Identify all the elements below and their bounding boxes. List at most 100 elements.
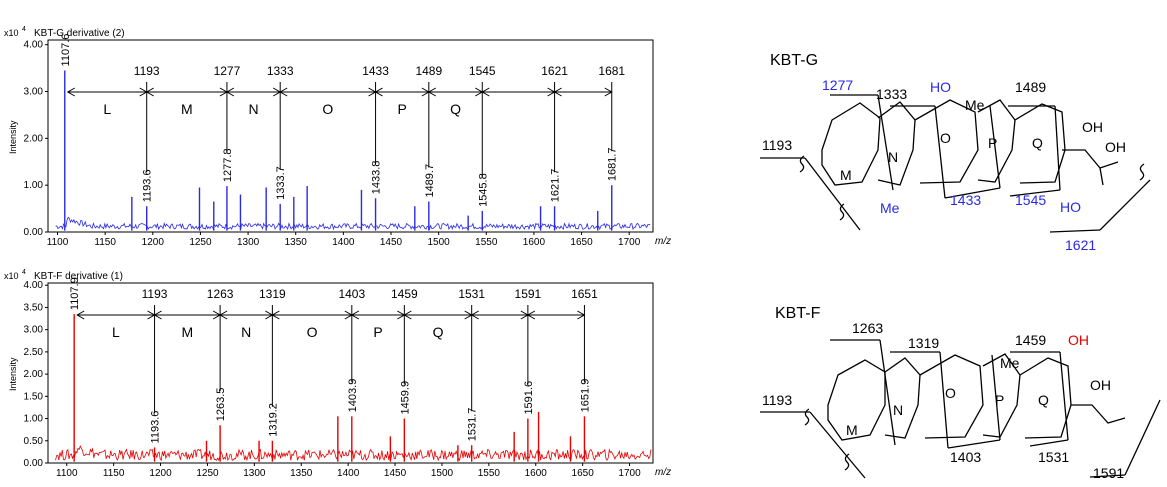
segment-label: L: [112, 324, 120, 340]
arrow-head-left: [481, 87, 490, 97]
exponent-value: 4: [22, 269, 26, 276]
peak-label: 1277.8: [222, 148, 234, 182]
ring-n: [884, 357, 921, 439]
peak-label: 1545.8: [477, 173, 489, 207]
ring-label: M: [840, 167, 852, 183]
fragment-mass-label: 1193: [134, 64, 160, 78]
frag-label-blue: 1433: [950, 192, 981, 208]
frag-label-blue: 1545: [1015, 192, 1046, 208]
segment-label: N: [241, 324, 251, 340]
arrow-head-left: [76, 310, 85, 320]
wavy-bond: [844, 453, 850, 471]
cleave-1433-diag: [989, 105, 1001, 189]
x-tick-label: 1700: [618, 237, 641, 248]
ring-label: N: [888, 149, 898, 165]
peak-label: 1531.7: [467, 408, 479, 442]
x-tick-label: 1350: [285, 237, 308, 248]
cleave-1591: [1089, 474, 1126, 478]
group-label: HO: [930, 79, 951, 95]
peak-label: 1651.9: [579, 379, 591, 413]
y-tick-label: 4.00: [24, 40, 44, 51]
peak-label: 1681.7: [607, 148, 619, 182]
exponent-label: x10: [4, 271, 19, 281]
x-tick-label: 1400: [332, 237, 355, 248]
segment-label: P: [373, 324, 382, 340]
noise-trace: [55, 216, 651, 231]
structure-kbt-g: KBT-G: [760, 52, 1151, 233]
fragment-mass-label: 1591: [515, 287, 542, 301]
frag-label: 1193: [762, 392, 792, 408]
fragment-mass-label: 1489: [415, 64, 442, 78]
x-tick-label: 1650: [572, 468, 595, 479]
y-tick-label: 0.00: [24, 227, 44, 238]
y-tick-label: 2.00: [24, 369, 44, 380]
x-tick-label: 1200: [142, 237, 165, 248]
fragment-mass-label: 1545: [469, 64, 496, 78]
fragment-mass-label: 1263: [207, 287, 234, 301]
x-tick-label: 1250: [196, 468, 219, 479]
frag-label-blue: 1621: [1065, 237, 1096, 253]
x-tick-label: 1600: [525, 468, 548, 479]
group-label: HO: [1060, 199, 1081, 215]
x-tick-label: 1650: [570, 237, 593, 248]
chart-title: KBT-G derivative (2): [34, 28, 125, 39]
side-chain: [1062, 149, 1119, 169]
segment-label: O: [307, 324, 318, 340]
frag-label: 1531: [1038, 449, 1069, 465]
wavy-bond: [839, 203, 845, 221]
x-axis-label: m/z: [655, 467, 671, 478]
ring-label: Q: [1032, 135, 1043, 151]
y-axis-label: Intensity: [8, 357, 18, 391]
ring-o: [914, 99, 979, 184]
structure-kbt-g-labels: 1193 1333 1489 1277 1433 1545 1621 M N O…: [762, 77, 1126, 253]
segment-label: Q: [450, 101, 461, 117]
structure-title: KBT-G: [770, 52, 818, 69]
x-tick-label: 1350: [290, 468, 313, 479]
fragment-mass-label: 1459: [391, 287, 418, 301]
x-tick-label: 1150: [103, 468, 125, 479]
x-tick-label: 1100: [47, 237, 69, 248]
side-chain-branch: [1099, 167, 1104, 186]
arrow-head-right: [577, 310, 586, 320]
segment-label: N: [248, 101, 258, 117]
ring-label: N: [893, 402, 903, 418]
fragment-mass-label: 1651: [571, 287, 598, 301]
fragment-mass-label: 1403: [338, 287, 365, 301]
y-tick-label: 0.00: [24, 458, 44, 469]
cleave-1591-diag: [1124, 399, 1161, 476]
frag-label: 1489: [1015, 79, 1046, 95]
segment-label: O: [322, 101, 333, 117]
ring-p: [977, 99, 1016, 183]
arrow-head-left: [553, 87, 562, 97]
ring-label: O: [940, 130, 951, 146]
cleave-1433: [944, 187, 1001, 199]
cleave-1621-diag: [1099, 179, 1151, 231]
spectrum-panel-kbt-g: 0.00 1.00 2.00 3.00 4.00 1100 1150 1200 1250 1300…: [4, 26, 671, 248]
group-label-red: OH: [1068, 332, 1089, 348]
y-axis-label: Intensity: [8, 120, 18, 154]
structure-kbt-f: KBT-F: [760, 305, 1161, 479]
arrow-head-left: [470, 310, 479, 320]
frag-label: 1403: [950, 449, 981, 465]
x-tick-label: 1550: [478, 468, 501, 479]
cleave-1531: [1029, 439, 1069, 447]
y-tick-label: 2.50: [24, 347, 44, 358]
peak-label: 1591.6: [523, 381, 535, 415]
x-tick-label: 1550: [475, 237, 498, 248]
fragment-mass-label: 1193: [142, 287, 168, 301]
y-tick-label: 3.00: [24, 87, 44, 98]
arrow-head-left: [526, 310, 536, 320]
cleave-1459-diag: [1059, 351, 1069, 441]
ring-m: [827, 359, 886, 441]
ring-label: P: [988, 135, 997, 151]
y-tick-label: 2.00: [24, 133, 44, 144]
cleave-1545: [1009, 189, 1061, 197]
x-tick-label: 1600: [523, 237, 546, 248]
segment-label: Q: [433, 324, 444, 340]
peak-label: 1489.7: [424, 164, 436, 198]
ring-o: [919, 354, 984, 439]
ring-q: [1019, 357, 1072, 439]
ring-n: [877, 101, 916, 186]
